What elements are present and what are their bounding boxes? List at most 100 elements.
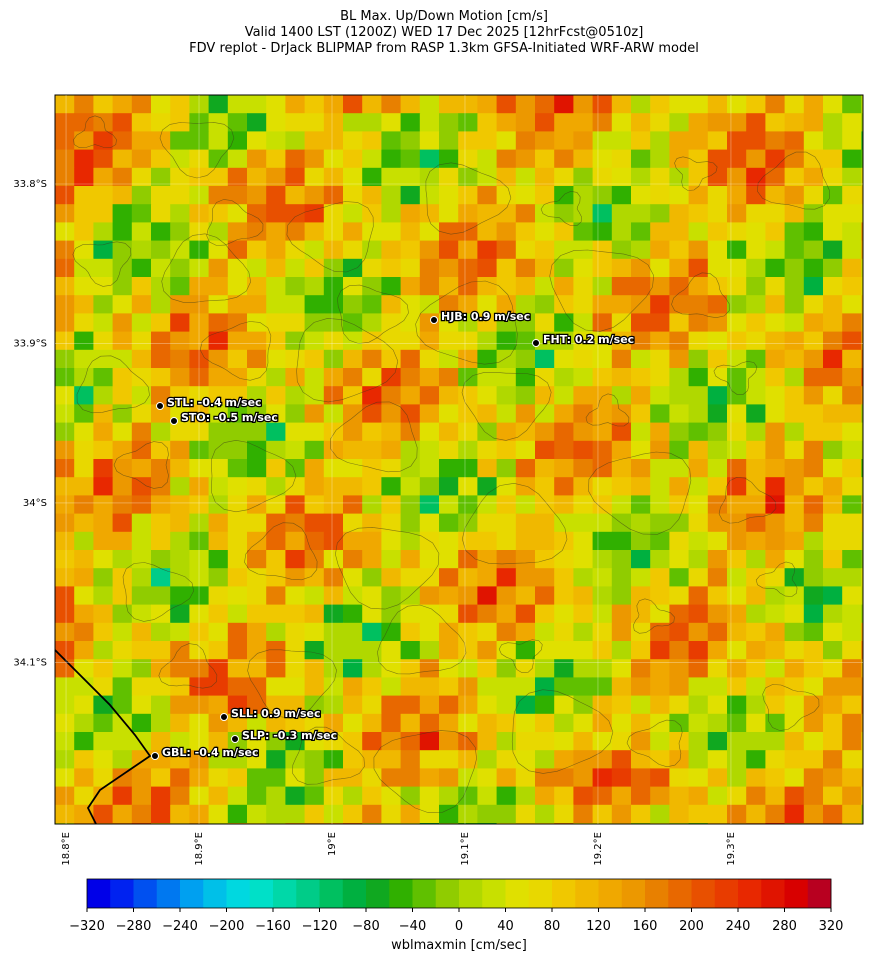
heat-cell	[439, 95, 459, 114]
heat-cell	[823, 586, 843, 606]
heat-cell	[323, 440, 344, 460]
heat-cell	[803, 550, 824, 569]
heat-cell	[381, 131, 402, 151]
heat-cell	[669, 677, 690, 697]
heat-cell	[669, 622, 690, 642]
heat-cell	[227, 550, 248, 569]
heat-cell	[323, 586, 344, 606]
heat-cell	[439, 113, 459, 132]
heat-cell	[112, 404, 133, 424]
heat-cell	[381, 495, 402, 515]
heat-cell	[669, 786, 690, 806]
heat-cell	[515, 240, 536, 260]
heat-cell	[131, 531, 152, 551]
heat-cell	[842, 622, 862, 642]
heat-cell	[323, 786, 344, 806]
heat-cell	[419, 404, 440, 424]
heat-cell	[131, 440, 152, 460]
heat-cell	[669, 295, 690, 314]
heat-cell	[650, 695, 670, 715]
heat-cell	[823, 677, 843, 697]
heat-cell	[554, 186, 574, 205]
colorbar-segment	[110, 879, 134, 908]
heat-cell	[131, 659, 152, 678]
heat-cell	[784, 659, 805, 678]
contour	[549, 249, 655, 332]
heat-cell	[611, 641, 632, 660]
heat-cell	[707, 622, 728, 642]
heat-cell	[112, 713, 133, 733]
heat-cell	[535, 768, 555, 788]
heat-cell	[688, 204, 709, 223]
heat-cell	[400, 750, 421, 769]
heat-cell	[343, 295, 363, 314]
heat-cell	[304, 368, 325, 387]
heat-cell	[592, 786, 613, 806]
heat-cell	[823, 331, 843, 351]
heat-cell	[535, 186, 555, 205]
heat-cell	[112, 750, 133, 769]
heat-cell	[707, 440, 728, 460]
heat-cell	[611, 204, 632, 223]
heat-cell	[784, 368, 805, 387]
contour	[540, 190, 582, 226]
heat-cell	[362, 695, 382, 715]
station-dot	[156, 402, 164, 410]
heat-cell	[477, 222, 498, 242]
heat-cell	[496, 477, 517, 496]
heat-cell	[803, 786, 824, 806]
heat-cell	[381, 513, 402, 533]
heat-cell	[592, 804, 613, 824]
heat-cell	[496, 131, 517, 151]
heat-cell	[707, 586, 728, 606]
heat-cell	[151, 550, 171, 569]
heat-cell	[765, 459, 786, 478]
heat-cell	[439, 531, 459, 551]
heat-cell	[266, 349, 286, 369]
heat-cell	[515, 277, 536, 296]
heat-cell	[247, 750, 267, 769]
heat-cell	[861, 786, 864, 806]
heat-cell	[343, 422, 363, 442]
heat-cell	[842, 368, 862, 387]
heat-cell	[247, 222, 267, 242]
heat-cell	[861, 404, 864, 424]
heat-cell	[55, 204, 75, 223]
heat-cell	[247, 404, 267, 424]
heat-cell	[439, 349, 459, 369]
heat-cell	[400, 659, 421, 678]
heat-cell	[381, 568, 402, 587]
heat-cell	[343, 513, 363, 533]
heat-cell	[266, 222, 286, 242]
heat-cell	[170, 786, 190, 806]
heat-cell	[477, 495, 498, 515]
heat-cell	[266, 404, 286, 424]
heat-cell	[861, 659, 864, 678]
heat-cell	[669, 95, 690, 114]
heat-cell	[727, 386, 747, 405]
heat-cell	[266, 495, 286, 515]
heat-cell	[631, 422, 651, 442]
heat-cell	[323, 531, 344, 551]
heat-cell	[400, 568, 421, 587]
heat-cell	[554, 550, 574, 569]
heat-cell	[458, 331, 478, 351]
heat-cell	[151, 149, 171, 169]
heat-cell	[688, 786, 709, 806]
heat-cell	[112, 258, 133, 278]
colorbar-segment	[645, 879, 669, 908]
heat-cell	[515, 186, 536, 205]
heat-cell	[496, 240, 517, 260]
heat-cell	[170, 186, 190, 205]
heat-cell	[803, 258, 824, 278]
heat-cell	[343, 459, 363, 478]
heat-cell	[439, 313, 459, 333]
heat-cell	[688, 277, 709, 296]
heat-cell	[515, 768, 536, 788]
heat-cell	[842, 222, 862, 242]
heat-cell	[727, 604, 747, 624]
heat-cell	[93, 204, 114, 223]
heat-cell	[439, 513, 459, 533]
colorbar-label: wblmaxmin [cm/sec]	[391, 938, 527, 953]
heat-cell	[170, 131, 190, 151]
